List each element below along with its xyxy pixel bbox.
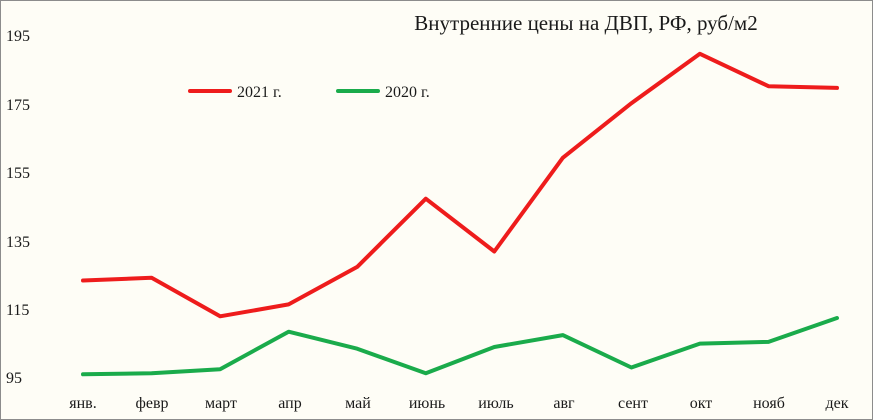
series-line-2020 — [81, 316, 839, 377]
x-axis-ticks: янв. февр март апр май июнь июль авг сен… — [69, 395, 848, 412]
y-tick-label: 155 — [6, 165, 30, 182]
y-tick-label: 115 — [6, 302, 29, 319]
y-tick-label: 195 — [6, 28, 30, 45]
y-axis-ticks: 195 175 155 135 115 95 — [6, 28, 30, 387]
y-tick-label: 135 — [6, 234, 30, 251]
legend-label-2020: 2020 г. — [385, 84, 430, 101]
x-tick-label: окт — [690, 395, 713, 412]
x-tick-label: март — [205, 395, 237, 412]
x-tick-label: февр — [135, 395, 168, 412]
x-tick-label: июнь — [409, 395, 445, 412]
x-tick-label: май — [345, 395, 371, 412]
x-tick-label: янв. — [69, 395, 96, 412]
chart-title: Внутренние цены на ДВП, РФ, руб/м2 — [414, 11, 757, 35]
x-tick-label: сент — [618, 395, 648, 412]
series-layer — [81, 51, 839, 377]
x-tick-label: апр — [278, 395, 301, 412]
y-tick-label: 175 — [6, 97, 30, 114]
x-tick-label: июль — [478, 395, 513, 412]
series-line-2021 — [81, 51, 839, 319]
legend: 2021 г. 2020 г. — [188, 84, 430, 101]
x-tick-label: авг — [553, 395, 575, 412]
legend-label-2021: 2021 г. — [237, 84, 282, 101]
y-tick-label: 95 — [6, 370, 22, 387]
x-tick-label: дек — [825, 395, 848, 412]
x-tick-label: нояб — [753, 395, 785, 412]
